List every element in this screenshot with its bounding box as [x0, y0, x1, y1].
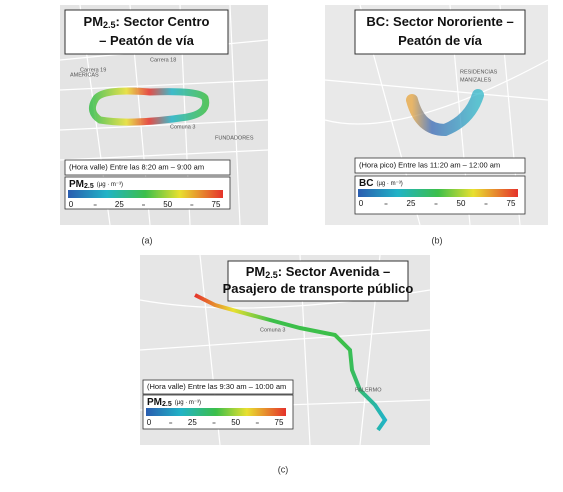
map-label: FUNDADORES — [215, 135, 254, 141]
color-scale — [68, 190, 223, 198]
color-scale — [146, 408, 286, 416]
legend-sub: 2.5 — [162, 401, 172, 408]
scale-tick-label: 50 — [163, 200, 172, 209]
map-label: Comuna 3 — [260, 327, 285, 333]
map-label: RESIDENCIAS — [460, 69, 498, 75]
scale-tick-label: 25 — [115, 200, 124, 209]
scale-tick-label: 0 — [359, 199, 364, 208]
scale-tick-label: 75 — [507, 199, 516, 208]
title-sub: 2.5 — [265, 270, 278, 280]
caption: (a) — [142, 235, 153, 245]
scale-tick-label: 75 — [275, 418, 284, 427]
period-box — [142, 379, 294, 395]
legend-title: PM2.5 (µg · m⁻³) — [147, 397, 201, 408]
title-line: BC: Sector Nororiente – — [366, 15, 513, 30]
title-line: Peatón de vía — [398, 33, 483, 48]
title-box — [227, 260, 409, 302]
caption: (b) — [432, 235, 443, 245]
title-box — [354, 9, 526, 55]
title-line: – Peatón de vía — [99, 33, 194, 48]
title-text: : Sector Centro — [116, 15, 210, 30]
legend-sub: 2.5 — [84, 183, 94, 190]
legend-title: PM2.5 (µg · m⁻³) — [69, 179, 123, 190]
legend-prefix: PM — [147, 397, 162, 408]
map-label: Comuna 3 — [170, 124, 195, 130]
title-line: PM2.5: Sector Avenida – — [246, 264, 390, 280]
title-line: Pasajero de transporte público — [223, 281, 414, 296]
legend-unit: (µg · m⁻³) — [97, 182, 123, 188]
scale-tick-label: 50 — [231, 418, 240, 427]
map-label: PALERMO — [355, 387, 382, 393]
legend-unit: (µg · m⁻³) — [175, 400, 201, 406]
map-label: AMERICAS — [70, 72, 99, 78]
legend-title: BC (µg · m⁻³) — [359, 178, 403, 189]
title-prefix: BC — [366, 15, 385, 30]
period: (Hora valle) Entre las 9:30 am – 10:00 a… — [147, 382, 286, 391]
legend-unit: (µg · m⁻³) — [376, 181, 402, 187]
scale-tick-label: 0 — [69, 200, 74, 209]
trajectory-a — [88, 87, 210, 126]
legend-prefix: PM — [69, 179, 84, 190]
scale-tick-label: 50 — [457, 199, 466, 208]
caption: (c) — [278, 464, 289, 474]
title-line: PM2.5: Sector Centro — [84, 15, 210, 31]
trajectory-b — [406, 89, 484, 137]
title-text: : Sector Avenida – — [278, 264, 390, 279]
period: (Hora pico) Entre las 11:20 am – 12:00 a… — [359, 160, 500, 169]
scale-tick-label: 25 — [407, 199, 416, 208]
title-prefix: PM — [84, 15, 104, 30]
period-box — [64, 159, 231, 176]
map-label: MANIZALES — [460, 77, 492, 83]
scale-tick-label: 25 — [188, 418, 197, 427]
map-label: Carrera 18 — [150, 57, 176, 63]
scale-tick-label: 75 — [212, 200, 221, 209]
legend-prefix: BC — [359, 178, 373, 189]
title-sub: 2.5 — [103, 21, 116, 31]
period: (Hora valle) Entre las 8:20 am – 9:00 am — [69, 162, 204, 171]
title-box — [64, 9, 229, 55]
title-text: : Sector Nororiente – — [385, 15, 514, 30]
period-box — [354, 157, 526, 174]
trajectory-c — [194, 293, 388, 432]
map-label: Carrera 19 — [80, 67, 106, 73]
title-prefix: PM — [246, 264, 266, 279]
color-scale — [358, 189, 518, 197]
scale-tick-label: 0 — [147, 418, 152, 427]
